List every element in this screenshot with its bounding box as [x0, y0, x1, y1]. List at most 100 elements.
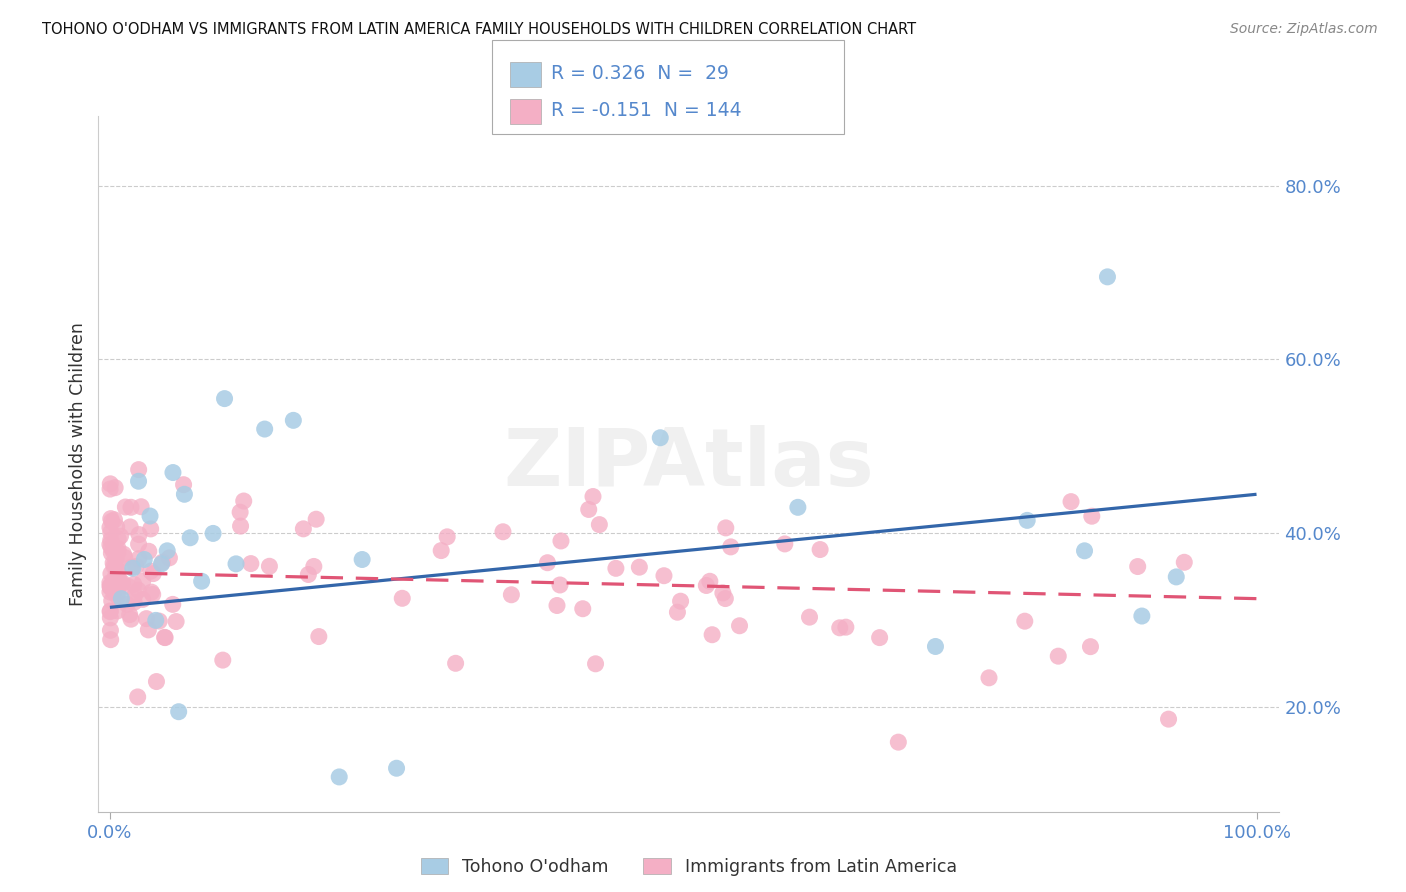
Point	[100, 632, 122, 647]
Point	[148, 614, 170, 628]
Point	[173, 487, 195, 501]
Point	[112, 547, 135, 561]
Point	[142, 587, 165, 601]
Point	[104, 569, 127, 583]
Point	[104, 559, 127, 574]
Point	[571, 601, 593, 615]
Point	[605, 561, 627, 575]
Point	[650, 431, 672, 445]
Point	[103, 559, 125, 574]
Point	[107, 532, 129, 546]
Point	[118, 607, 141, 622]
Point	[107, 564, 129, 578]
Point	[138, 623, 160, 637]
Point	[127, 583, 149, 598]
Point	[100, 511, 122, 525]
Point	[98, 579, 121, 593]
Text: Source: ZipAtlas.com: Source: ZipAtlas.com	[1230, 22, 1378, 37]
Point	[628, 560, 651, 574]
Point	[100, 581, 122, 595]
Point	[125, 559, 148, 574]
Point	[714, 521, 737, 535]
Point	[100, 546, 122, 560]
Point	[135, 612, 157, 626]
Point	[110, 529, 132, 543]
Point	[98, 537, 121, 551]
Point	[145, 674, 167, 689]
Point	[107, 604, 129, 618]
Point	[283, 413, 305, 427]
Point	[666, 605, 689, 619]
Point	[110, 591, 132, 606]
Point	[214, 392, 236, 406]
Point	[103, 583, 125, 598]
Point	[103, 584, 125, 599]
Point	[436, 530, 458, 544]
Point	[720, 540, 742, 554]
Point	[134, 552, 156, 566]
Point	[799, 610, 821, 624]
Point	[773, 537, 796, 551]
Point	[328, 770, 350, 784]
Point	[100, 514, 122, 528]
Point	[107, 541, 129, 556]
Point	[385, 761, 408, 775]
Point	[122, 595, 145, 609]
Text: TOHONO O'ODHAM VS IMMIGRANTS FROM LATIN AMERICA FAMILY HOUSEHOLDS WITH CHILDREN : TOHONO O'ODHAM VS IMMIGRANTS FROM LATIN …	[42, 22, 917, 37]
Point	[211, 653, 233, 667]
Point	[167, 705, 190, 719]
Point	[114, 550, 136, 565]
Point	[152, 555, 174, 569]
Point	[100, 525, 122, 540]
Point	[153, 631, 176, 645]
Point	[128, 462, 150, 476]
Point	[1130, 609, 1153, 624]
Point	[202, 526, 225, 541]
Point	[98, 482, 121, 496]
Point	[232, 494, 254, 508]
Point	[120, 520, 142, 534]
Point	[887, 735, 910, 749]
Point	[98, 580, 121, 594]
Point	[699, 574, 721, 589]
Point	[157, 550, 180, 565]
Point	[352, 552, 374, 566]
Point	[98, 611, 121, 625]
Point	[305, 512, 328, 526]
Point	[700, 628, 723, 642]
Point	[786, 500, 808, 515]
Point	[100, 541, 122, 555]
Point	[162, 598, 184, 612]
Point	[179, 531, 201, 545]
Point	[117, 580, 139, 594]
Point	[128, 551, 150, 566]
Point	[153, 631, 176, 645]
Point	[121, 561, 143, 575]
Point	[1173, 555, 1195, 569]
Point	[120, 612, 142, 626]
Legend: Tohono O'odham, Immigrants from Latin America: Tohono O'odham, Immigrants from Latin Am…	[413, 851, 965, 883]
Point	[695, 578, 717, 592]
Point	[1081, 509, 1104, 524]
Point	[98, 605, 121, 619]
Point	[139, 564, 162, 578]
Point	[98, 476, 121, 491]
Point	[1073, 543, 1095, 558]
Point	[138, 544, 160, 558]
Point	[173, 477, 195, 491]
Point	[111, 576, 134, 591]
Point	[114, 500, 136, 514]
Point	[229, 505, 252, 519]
Point	[128, 527, 150, 541]
Point	[711, 586, 734, 600]
Point	[548, 578, 571, 592]
Point	[669, 594, 692, 608]
Point	[101, 556, 124, 570]
Point	[98, 575, 121, 590]
Point	[430, 543, 453, 558]
Point	[103, 544, 125, 558]
Point	[139, 508, 162, 523]
Point	[98, 604, 121, 618]
Point	[141, 585, 163, 599]
Point	[129, 500, 152, 514]
